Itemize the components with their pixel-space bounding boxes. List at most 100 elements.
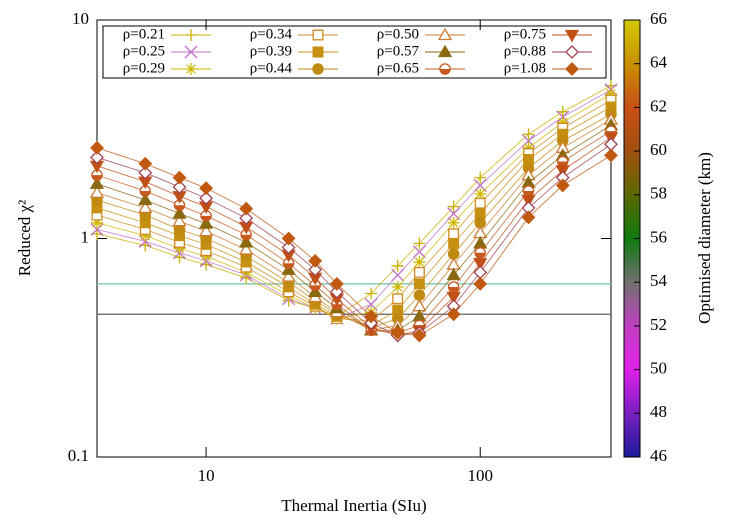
colorbar-tick-label: 48 <box>650 402 667 421</box>
marker-shape <box>139 229 152 242</box>
marker-shape <box>138 156 153 171</box>
marker-shape <box>391 280 404 293</box>
marker <box>391 259 404 272</box>
marker-shape <box>392 304 404 316</box>
colorbar-tick-label: 50 <box>650 359 667 378</box>
marker-shape <box>439 69 451 75</box>
marker <box>447 207 461 221</box>
marker-shape <box>241 234 252 240</box>
marker <box>413 266 425 278</box>
series-line <box>96 99 612 322</box>
marker <box>474 197 486 209</box>
marker <box>308 262 323 277</box>
colorbar-tick-label: 56 <box>650 227 667 246</box>
marker-shape <box>281 269 296 282</box>
colorbar-tick-label: 58 <box>650 184 667 203</box>
marker <box>239 211 254 226</box>
marker-shape <box>447 207 461 221</box>
marker-shape <box>391 268 405 282</box>
marker-shape <box>138 165 153 180</box>
marker <box>329 276 344 291</box>
x-tick-label: 100 <box>467 466 493 485</box>
marker <box>412 245 426 259</box>
marker <box>556 105 569 118</box>
marker-shape <box>281 231 296 246</box>
marker-shape <box>521 210 536 225</box>
marker-shape <box>312 29 324 41</box>
marker-shape <box>475 252 486 258</box>
marker-shape <box>437 44 453 58</box>
marker <box>437 44 453 58</box>
marker-shape <box>91 216 103 229</box>
marker <box>556 116 569 129</box>
legend-label: ρ=0.21 <box>123 26 165 42</box>
marker <box>413 278 425 290</box>
marker-shape <box>522 141 535 154</box>
series-line <box>96 143 612 336</box>
marker <box>555 178 570 193</box>
marker-shape <box>565 62 579 76</box>
marker <box>474 187 487 200</box>
marker-shape <box>90 150 104 165</box>
marker <box>199 191 214 206</box>
series-line <box>96 93 612 320</box>
marker <box>473 178 487 192</box>
marker <box>185 63 197 75</box>
marker-shape <box>172 213 187 227</box>
marker <box>138 156 153 171</box>
y-tick-label: 0.1 <box>68 446 89 465</box>
marker-shape <box>474 171 487 184</box>
marker-shape <box>331 304 342 310</box>
series-line <box>96 137 612 336</box>
marker <box>172 206 187 219</box>
legend-label: ρ=0.50 <box>377 26 419 42</box>
marker-shape <box>564 29 580 43</box>
marker <box>413 237 426 250</box>
marker-shape <box>473 258 488 271</box>
marker <box>364 309 379 324</box>
marker <box>448 237 460 249</box>
marker-shape <box>184 45 198 59</box>
colorbar-tick-label: 62 <box>650 96 667 115</box>
marker-shape <box>437 27 453 41</box>
marker <box>556 155 569 168</box>
legend-label: ρ=0.75 <box>504 26 546 42</box>
legend-label: ρ=0.88 <box>504 43 546 59</box>
marker <box>90 150 104 165</box>
marker <box>605 87 617 100</box>
colorbar-tick-label: 66 <box>650 9 667 28</box>
marker-shape <box>413 289 426 301</box>
marker <box>604 148 618 163</box>
marker <box>473 276 488 291</box>
marker-shape <box>473 178 487 192</box>
marker-shape <box>174 205 185 211</box>
marker <box>447 281 460 293</box>
marker-shape <box>413 266 425 278</box>
marker <box>200 250 213 263</box>
marker <box>473 258 488 271</box>
marker-shape <box>523 190 534 197</box>
legend-label: ρ=0.57 <box>377 43 420 59</box>
marker <box>446 307 461 322</box>
series-line <box>96 147 612 336</box>
marker-shape <box>91 175 103 181</box>
marker <box>239 242 254 255</box>
marker-shape <box>283 263 294 269</box>
marker-shape <box>364 309 379 324</box>
marker <box>474 247 486 259</box>
marker <box>413 289 426 301</box>
marker-shape <box>365 287 378 300</box>
marker <box>138 192 153 206</box>
marker-shape <box>185 63 197 75</box>
marker-shape <box>281 240 296 255</box>
colorbar-tick-label: 54 <box>650 271 668 290</box>
marker-shape <box>391 259 404 272</box>
colorbar-tick-label: 64 <box>650 53 668 72</box>
marker <box>198 223 214 237</box>
marker <box>89 185 105 198</box>
marker-shape <box>185 29 197 41</box>
marker-shape <box>89 185 105 198</box>
marker <box>391 268 405 282</box>
marker-shape <box>473 236 488 249</box>
marker-shape <box>308 262 323 277</box>
